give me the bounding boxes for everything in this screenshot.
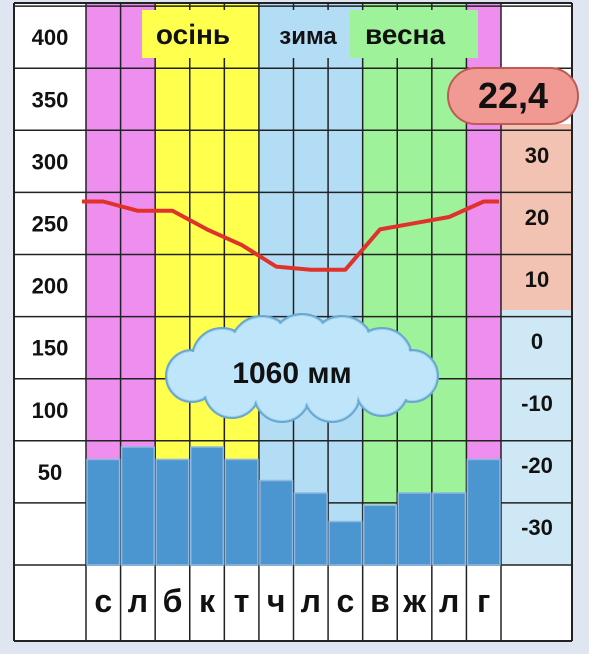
temp-tick-label: -10: [521, 391, 553, 416]
month-column-bg: [328, 3, 363, 565]
precipitation-bar: [466, 458, 501, 566]
temp-tick-label: 0: [531, 329, 543, 354]
precipitation-bars: [86, 446, 501, 566]
season-label: зима: [279, 23, 337, 50]
month-column-bg: [293, 3, 329, 565]
precipitation-bar: [362, 504, 397, 566]
month-label: г: [477, 583, 490, 619]
precip-tick-label: 350: [32, 87, 69, 112]
temp-tick-label: -20: [521, 453, 553, 478]
precip-tick-label: 200: [32, 274, 69, 299]
month-label: ч: [267, 583, 286, 619]
month-column-bg: [258, 3, 294, 565]
month-label: ж: [402, 583, 426, 619]
precipitation-bar: [293, 492, 328, 566]
season-label-bg: [262, 10, 354, 58]
label-layer: 501001502002503003504004503020100-10-20-…: [32, 10, 579, 619]
season-label-bg: [350, 10, 478, 58]
precipitation-bar: [155, 458, 190, 566]
precipitation-bar: [190, 446, 225, 566]
temp-tick-label: 10: [525, 267, 549, 292]
temperature-positive-bg: [501, 124, 572, 310]
precipitation-bar: [432, 492, 467, 566]
temperature-line-layer: [82, 199, 499, 272]
month-column-bg: [362, 3, 398, 565]
precip-tick-label: 150: [32, 336, 69, 361]
precip-tick-label: 250: [32, 212, 69, 237]
precip-tick-label: 50: [38, 460, 62, 485]
temp-tick-label: 20: [525, 205, 549, 230]
month-label: к: [199, 583, 216, 619]
temperature-negative-bg: [501, 310, 572, 565]
season-label: весна: [365, 19, 446, 50]
month-label: л: [439, 583, 459, 619]
precipitation-bar: [120, 446, 155, 566]
precipitation-bar: [397, 492, 432, 566]
season-label-bg: [142, 10, 244, 58]
precip-tick-label: 100: [32, 398, 69, 423]
annual-precip-cloud: 1060 мм: [165, 313, 439, 423]
precip-tick-label: 300: [32, 149, 69, 174]
annual-precip-label: 1060 мм: [232, 357, 351, 390]
temperature-line: [82, 199, 499, 272]
month-label: с: [336, 583, 354, 619]
month-label: с: [94, 583, 112, 619]
month-label: в: [370, 583, 390, 619]
annual-temp-label: 22,4: [478, 75, 548, 116]
month-column-bg: [397, 3, 432, 565]
annual-temp-badge: [447, 67, 579, 125]
month-label: т: [234, 583, 250, 619]
precip-tick-label: 400: [32, 25, 69, 50]
month-label: б: [163, 583, 183, 619]
precipitation-bar: [224, 458, 259, 566]
precipitation-bar: [328, 520, 363, 566]
month-label: л: [128, 583, 148, 619]
precipitation-bar: [86, 458, 121, 566]
cloud-core: [182, 346, 422, 398]
temp-tick-label: -30: [521, 515, 553, 540]
precipitation-bar: [259, 479, 294, 566]
temp-tick-label: 30: [525, 143, 549, 168]
month-label: л: [301, 583, 321, 619]
season-label: осінь: [156, 19, 230, 50]
